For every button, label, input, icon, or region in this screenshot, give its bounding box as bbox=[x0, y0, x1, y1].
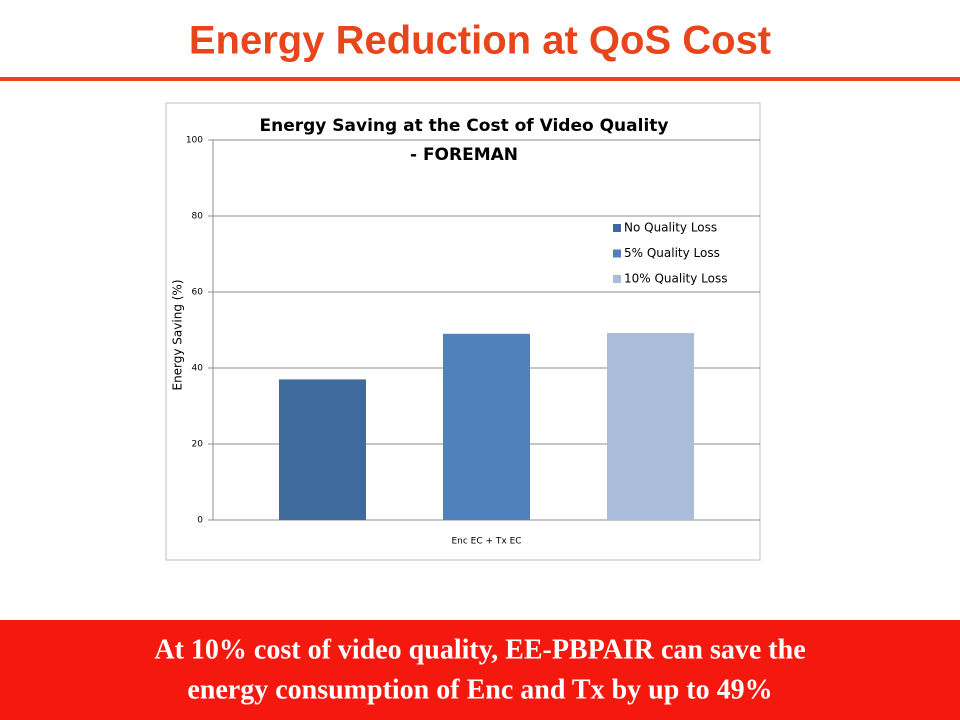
legend-swatch bbox=[613, 275, 621, 283]
x-tick-label: Enc EC + Tx EC bbox=[451, 537, 521, 547]
title-rule bbox=[0, 77, 960, 81]
bar bbox=[443, 333, 530, 520]
footer-text: At 10% cost of video quality, EE-PBPAIR … bbox=[154, 634, 805, 665]
y-tick-label: 100 bbox=[186, 136, 203, 146]
legend-label: 10% Quality Loss bbox=[624, 272, 728, 286]
plot: 0 20 40 60 80 100 Enc EC + Tx EC No Quality Los… bbox=[186, 136, 760, 547]
footer-text: energy consumption of Enc and Tx by up t… bbox=[187, 674, 772, 705]
footer-band bbox=[0, 620, 960, 720]
legend-swatch bbox=[613, 249, 621, 258]
legend-label: 5% Quality Loss bbox=[624, 246, 720, 260]
legend-swatch bbox=[613, 224, 621, 232]
bar bbox=[279, 379, 366, 520]
chart-title: Energy Saving at the Cost of Video Quali… bbox=[260, 116, 669, 136]
y-tick-label: 80 bbox=[192, 212, 204, 222]
slide-title: Energy Reduction at QoS Cost bbox=[189, 19, 771, 63]
y-tick-label: 20 bbox=[192, 440, 204, 450]
chart-title: - FOREMAN bbox=[410, 145, 518, 165]
y-tick-label: 40 bbox=[192, 364, 204, 374]
bar bbox=[607, 333, 694, 520]
legend-label: No Quality Loss bbox=[624, 221, 717, 235]
y-tick-label: 60 bbox=[192, 288, 204, 298]
y-tick-label: 0 bbox=[197, 516, 203, 526]
y-axis-label: Energy Saving (%) bbox=[171, 279, 185, 390]
